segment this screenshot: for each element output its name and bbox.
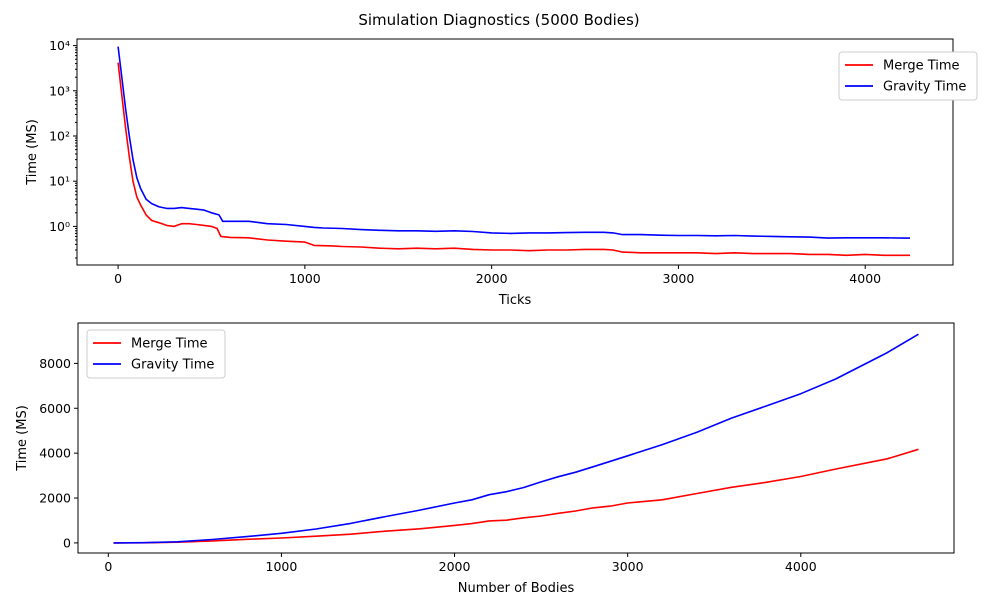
x-axis-label: Number of Bodies — [458, 581, 575, 596]
x-tick-label: 4000 — [849, 271, 881, 286]
x-tick-label: 3000 — [612, 559, 644, 574]
legend-label-gravity: Gravity Time — [883, 80, 966, 95]
chart-panel-1: 0 1000 2000 3000 4000 10⁰ 10¹ 10² 10³ 10⁴ Ticks Tim… — [25, 38, 978, 308]
y-tick-label: 10³ — [49, 83, 70, 98]
x-tick-label: 1000 — [289, 271, 321, 286]
axes-frame — [76, 38, 954, 266]
series-line-merge — [113, 448, 919, 544]
chart-panel-2: 0 1000 2000 3000 4000 0 2000 4000 6000 8000 Number… — [15, 322, 955, 596]
legend-label-merge: Merge Time — [883, 59, 960, 74]
plot-area — [113, 333, 919, 544]
series-line-gravity — [117, 46, 910, 239]
x-tick-label: 3000 — [663, 271, 695, 286]
legend: Merge Time Gravity Time — [86, 329, 226, 379]
x-tick-label: 0 — [114, 271, 122, 286]
x-axis-label: Ticks — [498, 293, 532, 308]
x-tick-label: 2000 — [476, 271, 508, 286]
y-tick-label: 6000 — [39, 401, 71, 416]
legend: Merge Time Gravity Time — [838, 51, 978, 101]
x-tick-label: 2000 — [439, 559, 471, 574]
y-axis-label: Time (MS) — [25, 119, 40, 186]
x-tick-label: 1000 — [266, 559, 298, 574]
axes-frame — [77, 322, 955, 554]
y-tick-label: 0 — [63, 535, 71, 550]
series-line-merge — [117, 62, 910, 257]
y-tick-label: 8000 — [39, 356, 71, 371]
y-tick-label: 10¹ — [49, 174, 70, 189]
legend-label-gravity: Gravity Time — [131, 358, 214, 373]
legend-box — [838, 51, 978, 101]
legend-label-merge: Merge Time — [131, 337, 208, 352]
series-line-gravity — [113, 333, 919, 544]
y-tick-label: 10⁴ — [49, 38, 70, 53]
y-tick-label: 10⁰ — [49, 219, 70, 234]
y-tick-label: 4000 — [39, 446, 71, 461]
y-tick-label: 10² — [49, 129, 70, 144]
figure-title: Simulation Diagnostics (5000 Bodies) — [358, 11, 639, 29]
x-tick-label: 4000 — [785, 559, 817, 574]
legend-box — [86, 329, 226, 379]
y-tick-label: 2000 — [39, 491, 71, 506]
plot-area — [117, 46, 910, 257]
x-tick-label: 0 — [104, 559, 112, 574]
y-axis-label: Time (MS) — [15, 405, 30, 472]
